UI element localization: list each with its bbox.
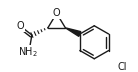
Polygon shape [65,28,81,36]
Text: O: O [53,8,60,18]
Text: O: O [16,21,24,31]
Text: Cl: Cl [118,62,128,72]
Text: NH$_2$: NH$_2$ [18,46,38,59]
